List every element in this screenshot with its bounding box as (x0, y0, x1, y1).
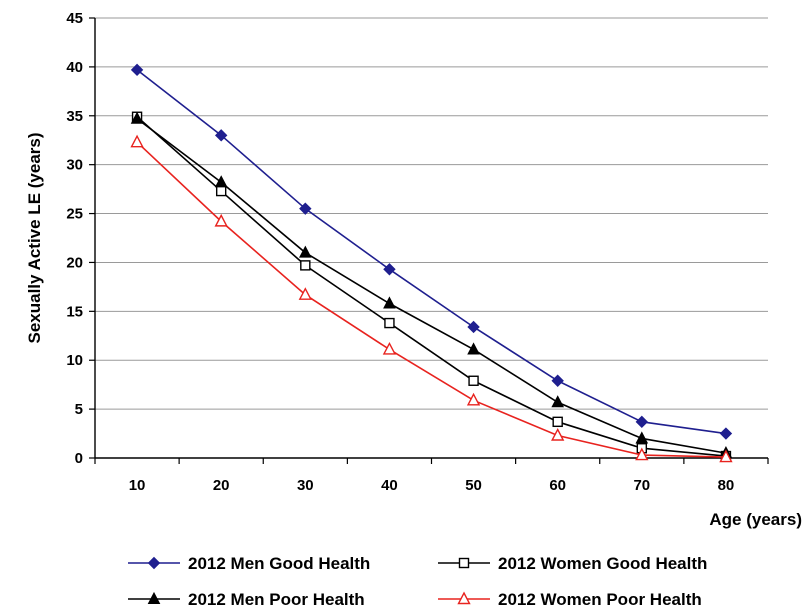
data-point (130, 63, 144, 77)
data-point (719, 449, 733, 463)
x-tick-labels: 10 20 30 40 50 60 70 80 (129, 477, 735, 494)
data-point (468, 375, 479, 386)
y-tick-label: 5 (75, 401, 83, 418)
x-tick-label: 80 (718, 477, 735, 494)
legend-label: 2012 Men Good Health (188, 554, 370, 573)
y-tick-label: 10 (66, 352, 83, 369)
y-tick-label: 30 (66, 157, 83, 174)
legend-marker (147, 591, 161, 604)
legend-label: 2012 Men Poor Health (188, 590, 365, 609)
data-point (130, 111, 144, 124)
legend-marker (147, 556, 161, 570)
legend-item: 2012 Men Good Health (128, 554, 370, 573)
series-line (136, 116, 727, 457)
legend-marker (458, 557, 470, 569)
data-point (467, 342, 480, 355)
data-point (214, 213, 228, 227)
y-tick-label: 45 (66, 10, 83, 27)
axes (89, 17, 769, 464)
legend-item: 2012 Women Good Health (438, 554, 707, 573)
series-4 (130, 134, 733, 463)
data-point (551, 374, 564, 387)
data-point (635, 431, 649, 444)
legend-marker (457, 591, 471, 605)
x-tick-label: 20 (213, 477, 230, 494)
data-point (551, 395, 565, 408)
data-point (552, 416, 563, 428)
gridlines (95, 17, 768, 410)
x-tick-label: 30 (297, 477, 314, 494)
legend-item: 2012 Men Poor Health (128, 590, 365, 609)
series-line (136, 118, 727, 454)
data-point (300, 260, 311, 271)
data-point (635, 415, 649, 429)
x-tick-label: 50 (465, 477, 482, 494)
data-point (298, 287, 312, 300)
series-group (130, 63, 733, 463)
series-line (136, 69, 727, 435)
x-tick-label: 70 (633, 477, 650, 494)
series-1 (130, 63, 733, 440)
x-tick-label: 10 (129, 477, 146, 494)
y-tick-label: 0 (75, 450, 83, 467)
data-point (214, 175, 228, 188)
series-3 (130, 111, 733, 459)
data-point (214, 129, 228, 142)
legend-label: 2012 Women Poor Health (498, 590, 702, 609)
data-point (467, 320, 480, 334)
data-point (382, 341, 397, 355)
y-tick-labels: 0 5 10 15 20 25 30 35 40 45 (66, 10, 83, 467)
data-point (551, 428, 565, 441)
data-point (383, 296, 396, 309)
legend-label: 2012 Women Good Health (498, 554, 707, 573)
y-tick-label: 25 (66, 206, 83, 223)
data-point (383, 263, 396, 276)
series-line (136, 141, 726, 458)
y-tick-label: 40 (66, 59, 83, 76)
data-point (215, 185, 227, 197)
data-point (384, 317, 395, 329)
x-axis-title: Age (years) (709, 510, 802, 529)
y-tick-label: 20 (66, 254, 83, 271)
data-point (299, 202, 312, 215)
data-point (719, 427, 733, 440)
y-axis-title: Sexually Active LE (years) (25, 132, 44, 343)
data-point (466, 392, 481, 406)
y-tick-label: 15 (66, 303, 83, 320)
legend-item: 2012 Women Poor Health (438, 590, 702, 609)
x-tick-label: 60 (549, 477, 566, 494)
y-tick-label: 35 (66, 108, 83, 125)
legend: 2012 Men Good Health 2012 Women Good Heal… (128, 554, 707, 609)
data-point (635, 447, 649, 461)
x-tick-label: 40 (381, 477, 398, 494)
data-point (298, 245, 312, 258)
data-point (130, 134, 144, 148)
